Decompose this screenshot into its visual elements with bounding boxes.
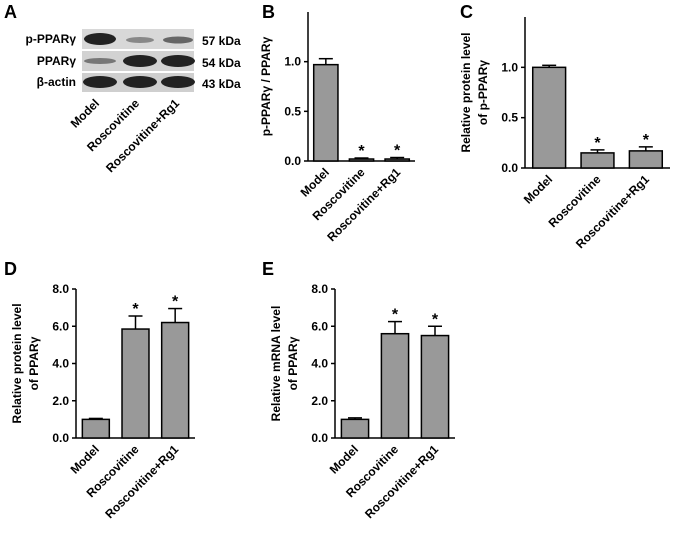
bar [340, 418, 370, 439]
band [84, 58, 116, 64]
x-tick-label: Model [521, 172, 555, 206]
y-tick-label: 4.0 [52, 357, 69, 371]
significance-mark: * [594, 135, 601, 152]
panel-letter: A [4, 2, 17, 22]
bar [121, 328, 150, 439]
bar [160, 321, 190, 439]
significance-mark: * [132, 301, 139, 318]
y-tick-label: 2.0 [311, 394, 328, 408]
panel-letter: B [262, 2, 275, 22]
bar [312, 63, 339, 162]
bar [580, 152, 615, 169]
y-tick-label: 0.5 [284, 104, 301, 118]
y-axis-label: of p-PPARγ [476, 60, 490, 125]
y-tick-label: 1.0 [501, 60, 518, 74]
y-tick-label: 6.0 [311, 319, 328, 333]
y-tick-label: 2.0 [52, 394, 69, 408]
y-tick-label: 0.0 [52, 431, 69, 445]
y-axis-label: Relative protein level [10, 303, 24, 423]
y-tick-label: 0.0 [311, 431, 328, 445]
x-tick-label: Model [68, 442, 102, 476]
y-axis-label: Relative mRNA level [269, 306, 283, 422]
y-tick-label: 0.5 [501, 111, 518, 125]
x-tick-label: Roscovitine+Rg1 [102, 442, 181, 521]
y-axis-label: Relative protein level [459, 32, 473, 152]
significance-mark: * [172, 294, 179, 311]
size-label: 57 kDa [202, 34, 241, 48]
band [161, 76, 195, 88]
lane-label: Model [68, 96, 102, 130]
panel-letter: E [262, 259, 274, 279]
lane-label: Roscovitine+Rg1 [103, 96, 182, 175]
y-tick-label: 8.0 [311, 282, 328, 296]
blot-image [82, 29, 195, 92]
significance-mark: * [358, 143, 365, 160]
band [84, 33, 116, 45]
row-label: PPARγ [37, 54, 76, 68]
bar [81, 418, 111, 439]
row-label: p-PPARγ [26, 32, 77, 46]
x-tick-label: Model [327, 442, 361, 476]
panel-letter: D [4, 259, 17, 279]
x-tick-label: Model [298, 165, 332, 199]
bar [380, 332, 410, 439]
size-label: 54 kDa [202, 56, 241, 70]
bar [348, 158, 375, 162]
significance-mark: * [432, 311, 439, 328]
size-label: 43 kDa [202, 77, 241, 91]
significance-mark: * [643, 132, 650, 149]
significance-mark: * [394, 143, 401, 160]
band [161, 55, 195, 67]
panel-letter: C [460, 2, 473, 22]
band [126, 37, 154, 43]
y-axis-label: of PPARγ [27, 336, 41, 390]
y-axis-label: of PPARγ [286, 336, 300, 390]
y-tick-label: 0.0 [501, 161, 518, 175]
y-tick-label: 8.0 [52, 282, 69, 296]
row-label: β-actin [37, 75, 76, 89]
y-axis-label: p-PPARγ / PPARγ [259, 36, 273, 136]
y-tick-label: 0.0 [284, 154, 301, 168]
x-tick-label: Roscovitine+Rg1 [362, 442, 441, 521]
band [123, 76, 157, 88]
significance-mark: * [392, 307, 399, 324]
bar [628, 150, 664, 169]
bar [420, 334, 450, 439]
y-tick-label: 1.0 [284, 55, 301, 69]
bar [531, 66, 567, 169]
bar [384, 158, 411, 162]
band [163, 36, 193, 44]
y-tick-label: 6.0 [52, 319, 69, 333]
band [83, 76, 117, 88]
y-tick-label: 4.0 [311, 357, 328, 371]
band [123, 55, 157, 67]
